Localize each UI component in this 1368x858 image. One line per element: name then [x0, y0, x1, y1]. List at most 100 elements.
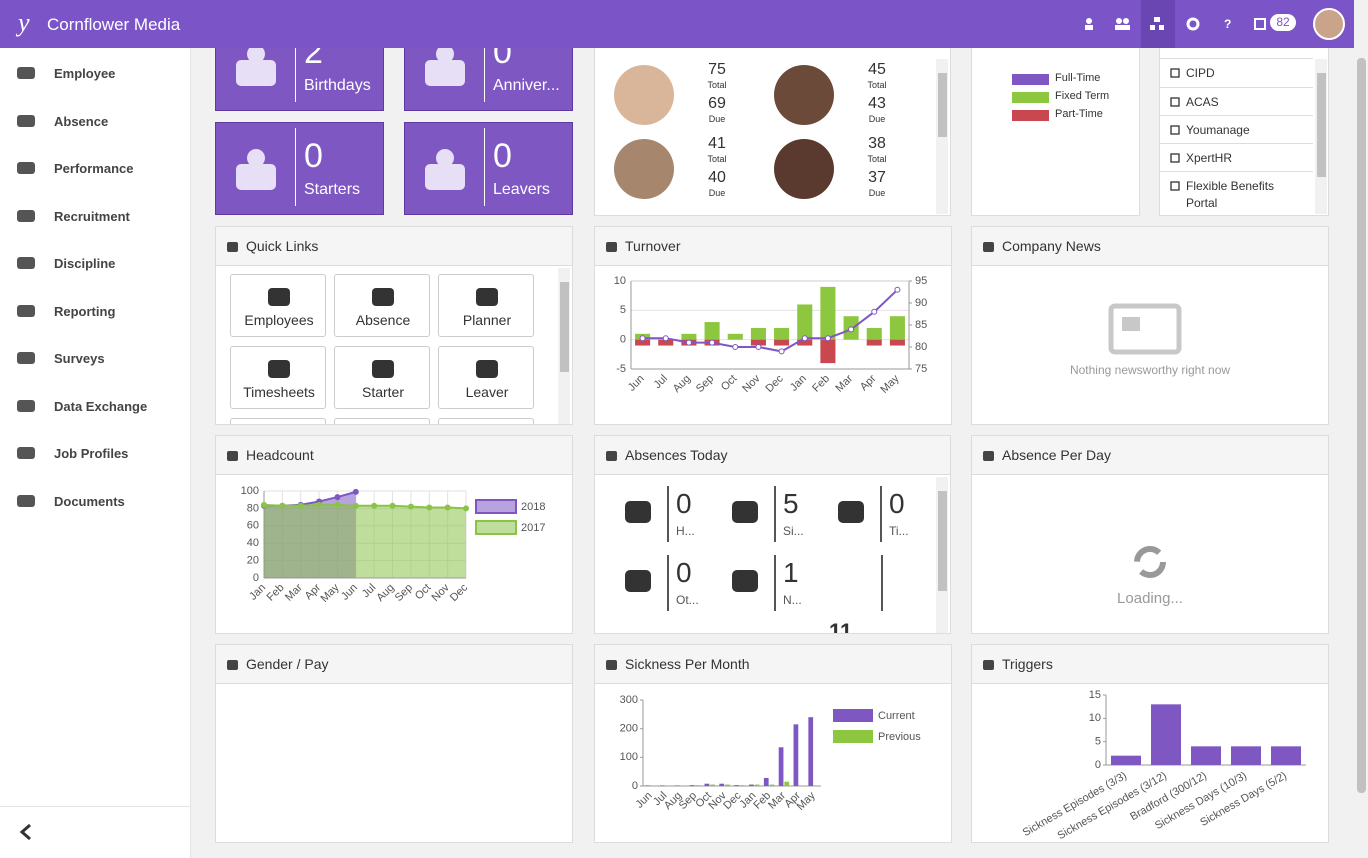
link-item[interactable]: CIPD — [1160, 58, 1313, 86]
y-tick-label: 60 — [247, 520, 259, 532]
sidebar-item[interactable]: Employee — [0, 53, 190, 93]
quick-link-button[interactable]: Starter — [334, 346, 430, 409]
sidebar-item[interactable]: Surveys — [0, 338, 190, 378]
due-label: Due — [708, 114, 726, 124]
task-badge[interactable]: 82 — [1270, 14, 1296, 31]
x-tick-label: Jan — [788, 373, 809, 394]
loading-text: Loading... — [1117, 590, 1183, 607]
x-tick-label: Mar — [833, 372, 855, 394]
sidebar-item[interactable]: Reporting — [0, 291, 190, 331]
tile-divider — [295, 128, 296, 206]
quick-link-button[interactable]: Timesheets — [230, 346, 326, 409]
sidebar-label: Absence — [54, 113, 109, 129]
sidebar-item[interactable]: Performance — [0, 148, 190, 188]
total-value: 41 — [708, 135, 726, 152]
scrollbar[interactable] — [936, 477, 948, 633]
collapse-button[interactable] — [18, 824, 34, 840]
quick-link-icon — [476, 360, 498, 378]
quick-link-button[interactable] — [230, 418, 326, 424]
bar — [1231, 746, 1261, 765]
avatar[interactable] — [614, 65, 674, 125]
y-tick-label: 200 — [620, 723, 638, 735]
page-scrollbar[interactable] — [1354, 48, 1368, 858]
icon-shape — [732, 570, 758, 592]
bar — [763, 777, 769, 786]
heading-icon — [227, 242, 238, 252]
scroll-thumb[interactable] — [560, 282, 569, 372]
legend-label: Part-Time — [1055, 108, 1103, 120]
icon-shape — [17, 494, 35, 507]
avatar[interactable] — [614, 139, 674, 199]
sidebar-item[interactable]: Absence — [0, 101, 190, 141]
y2-tick-label: 75 — [915, 363, 927, 375]
org-icon[interactable] — [1154, 17, 1160, 22]
user-avatar[interactable] — [1313, 8, 1345, 40]
bar — [704, 783, 710, 786]
icon-shape — [268, 288, 290, 306]
help-icon[interactable]: ? — [1224, 17, 1231, 31]
settings-icon[interactable] — [1186, 17, 1200, 31]
summary-tile[interactable]: 0 Starters — [215, 122, 384, 215]
legend-swatch — [1012, 74, 1049, 85]
x-tick-label: Oct — [413, 582, 434, 603]
legend-swatch — [833, 730, 873, 743]
sidebar-label: Employee — [54, 66, 116, 81]
quick-link-button[interactable]: Employees — [230, 274, 326, 337]
link-item[interactable]: ACAS — [1160, 87, 1313, 115]
tasks-icon[interactable] — [1254, 18, 1266, 30]
quick-link-button[interactable]: Absence — [334, 274, 430, 337]
icon-shape — [436, 48, 454, 63]
brand[interactable]: Cornflower Media — [47, 15, 181, 34]
avatar[interactable] — [774, 65, 834, 125]
y-tick-label: 5 — [620, 304, 626, 316]
x-tick-label: Jan — [247, 582, 268, 603]
sidebar-icon — [17, 209, 35, 222]
logo[interactable]: y — [18, 8, 30, 37]
due-value: 37 — [868, 169, 886, 186]
quick-link-button[interactable] — [438, 418, 534, 424]
summary-tile[interactable]: 0 Leavers — [404, 122, 573, 215]
bar — [1191, 746, 1221, 765]
avatar[interactable] — [774, 139, 834, 199]
legend-label: 2018 — [521, 501, 545, 513]
link-item[interactable]: Youmanage — [1160, 115, 1313, 143]
icon-shape — [983, 242, 994, 252]
loading-icon — [1134, 546, 1166, 578]
point — [709, 339, 716, 346]
icon-shape — [983, 660, 994, 670]
sidebar-item[interactable]: Discipline — [0, 243, 190, 283]
scrollbar[interactable] — [1315, 59, 1327, 214]
link-item[interactable]: XpertHR — [1160, 143, 1313, 171]
scroll-thumb[interactable] — [938, 73, 947, 137]
sidebar-item[interactable]: Data Exchange — [0, 386, 190, 426]
x-tick-label: May — [795, 789, 819, 813]
scroll-thumb[interactable] — [938, 491, 947, 591]
scrollbar[interactable] — [558, 268, 570, 424]
sidebar-item[interactable]: Documents — [0, 481, 190, 521]
point — [639, 335, 646, 342]
scrollbar[interactable] — [936, 59, 948, 214]
link-item[interactable]: Flexible Benefits Portal — [1160, 171, 1313, 214]
user-icon[interactable] — [1086, 18, 1092, 24]
legend-swatch — [1012, 92, 1049, 103]
team-icon-body — [1115, 25, 1130, 30]
summary-tile[interactable]: 2 Birthdays — [215, 48, 384, 111]
scroll-thumb[interactable] — [1317, 73, 1326, 177]
absence-label: N... — [783, 593, 802, 607]
quick-link-button[interactable]: Leaver — [438, 346, 534, 409]
quick-link-label: Planner — [462, 312, 512, 328]
quick-link-button[interactable] — [334, 418, 430, 424]
point — [824, 335, 831, 342]
scroll-thumb[interactable] — [1357, 58, 1366, 793]
quick-link-icon — [372, 360, 394, 378]
sidebar-item[interactable]: Recruitment — [0, 196, 190, 236]
sidebar-item[interactable]: Job Profiles — [0, 433, 190, 473]
panel-title: Sickness Per Month — [625, 656, 750, 672]
bar — [749, 784, 754, 786]
bar — [1151, 704, 1181, 765]
sidebar-icon — [17, 257, 35, 269]
team-icon[interactable] — [1116, 18, 1122, 24]
quick-link-button[interactable]: Planner — [438, 274, 534, 337]
summary-tile[interactable]: 0 Anniver... — [404, 48, 573, 111]
y2-tick-label: 85 — [915, 319, 927, 331]
